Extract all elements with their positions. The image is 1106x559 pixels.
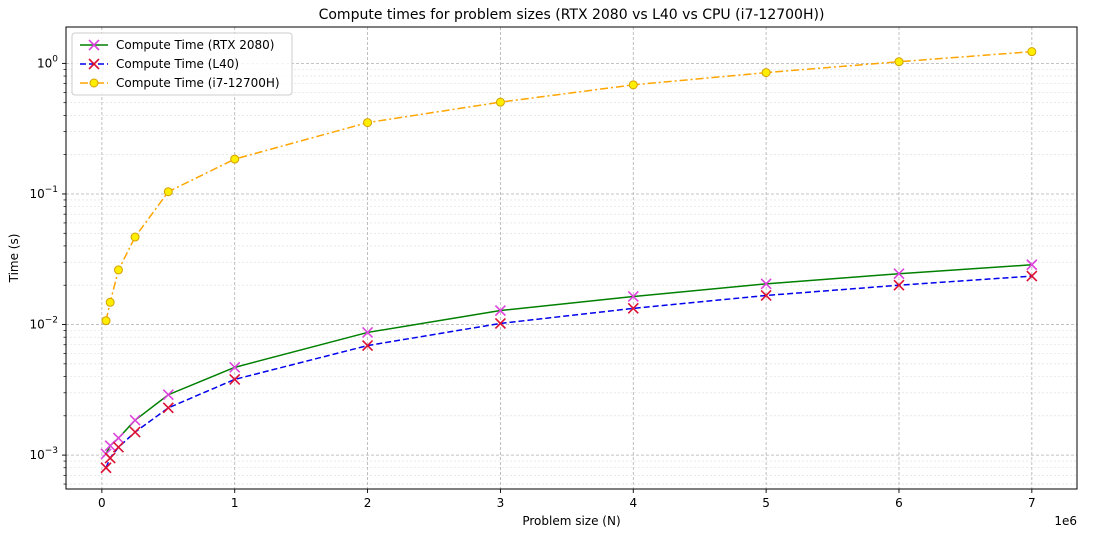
y-axis-label: Time (s) bbox=[7, 234, 21, 284]
data-point-marker bbox=[100, 462, 112, 474]
data-point-marker bbox=[1026, 259, 1038, 271]
data-point-marker bbox=[363, 118, 373, 128]
data-point-marker bbox=[113, 265, 123, 275]
x-axis-offset-label: 1e6 bbox=[1054, 514, 1077, 528]
series-0 bbox=[100, 259, 1038, 460]
data-point-marker bbox=[627, 302, 639, 314]
x-tick-label: 4 bbox=[629, 496, 637, 510]
x-tick-label: 2 bbox=[364, 496, 372, 510]
data-point-marker bbox=[89, 78, 99, 88]
legend-entry: Compute Time (RTX 2080) bbox=[80, 38, 274, 52]
x-tick-label: 0 bbox=[98, 496, 106, 510]
legend-box bbox=[71, 32, 293, 96]
x-axis-label: Problem size (N) bbox=[522, 514, 620, 528]
tick-layer: 10−3 10−2 10−1 100 0 1 2 3 4 5 6 7 bbox=[29, 54, 1035, 510]
data-point-marker bbox=[101, 316, 111, 326]
data-point-marker bbox=[112, 432, 125, 444]
x-tick-label: 6 bbox=[895, 496, 903, 510]
data-point-marker bbox=[230, 154, 240, 164]
legend: Compute Time (RTX 2080) Compute Time (L40… bbox=[71, 32, 293, 96]
y-tick-label: 100 bbox=[37, 54, 58, 70]
x-tick-label: 3 bbox=[497, 496, 505, 510]
data-point-marker bbox=[162, 402, 174, 414]
data-point-marker bbox=[129, 426, 141, 438]
data-point-marker bbox=[627, 290, 639, 303]
x-tick-label: 7 bbox=[1028, 496, 1036, 510]
data-point-marker bbox=[362, 326, 374, 338]
data-point-marker bbox=[229, 373, 241, 385]
data-point-marker bbox=[362, 340, 374, 352]
grid-layer bbox=[66, 27, 1077, 489]
data-point-marker bbox=[129, 414, 141, 426]
series-1 bbox=[100, 270, 1038, 474]
data-point-marker bbox=[760, 278, 772, 290]
legend-label: Compute Time (L40) bbox=[116, 57, 239, 71]
data-point-marker bbox=[893, 279, 905, 291]
data-point-marker bbox=[628, 80, 638, 90]
data-point-marker bbox=[893, 268, 905, 280]
data-point-marker bbox=[104, 452, 116, 464]
series-line bbox=[105, 50, 1032, 321]
data-point-marker bbox=[105, 297, 115, 307]
data-point-marker bbox=[494, 317, 506, 329]
x-tick-label: 5 bbox=[762, 496, 770, 510]
x-tick-label: 1 bbox=[231, 496, 239, 510]
y-tick-label: 10−2 bbox=[29, 316, 58, 332]
legend-entry: Compute Time (L40) bbox=[80, 57, 239, 71]
series-layer bbox=[100, 47, 1038, 474]
legend-label: Compute Time (RTX 2080) bbox=[116, 38, 274, 52]
data-point-marker bbox=[163, 187, 173, 197]
chart-title: Compute times for problem sizes (RTX 208… bbox=[319, 7, 825, 23]
data-point-marker bbox=[112, 441, 125, 453]
data-point-marker bbox=[760, 289, 772, 302]
data-point-marker bbox=[894, 57, 904, 67]
data-point-marker bbox=[162, 389, 174, 401]
data-point-marker bbox=[88, 58, 100, 70]
data-point-marker bbox=[1026, 270, 1038, 282]
y-tick-label: 10−3 bbox=[29, 446, 58, 462]
data-point-marker bbox=[761, 68, 771, 78]
legend-label: Compute Time (i7-12700H) bbox=[116, 76, 280, 90]
data-point-marker bbox=[130, 232, 140, 242]
data-point-marker bbox=[494, 304, 506, 317]
data-point-marker bbox=[495, 97, 505, 107]
plot-frame bbox=[65, 26, 1078, 490]
y-tick-label: 10−1 bbox=[29, 185, 58, 201]
data-point-marker bbox=[88, 39, 100, 51]
legend-entry: Compute Time (i7-12700H) bbox=[80, 76, 280, 90]
series-2 bbox=[101, 47, 1037, 326]
data-point-marker bbox=[1027, 47, 1037, 57]
data-point-marker bbox=[229, 361, 241, 373]
